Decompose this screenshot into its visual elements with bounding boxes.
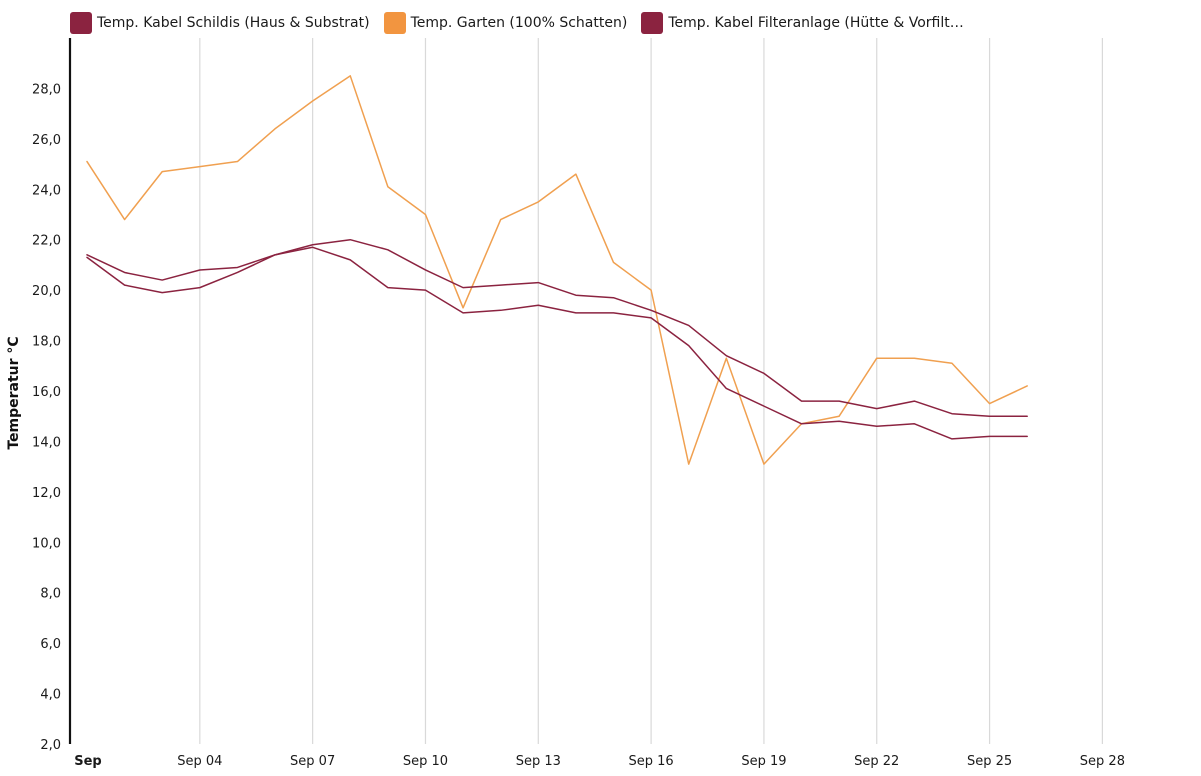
y-tick-label: 28,0 (32, 82, 61, 97)
legend-label-kabel-schildis: Temp. Kabel Schildis (Haus & Substrat) (97, 15, 370, 31)
y-tick-label: 24,0 (32, 183, 61, 198)
axes: Sep Sep 04 Sep 07 Sep 10 Sep 13 Sep 16 Sep 19 S… (6, 38, 1125, 769)
series-line-2 (86, 246, 1028, 440)
x-tick-label: Sep 28 (1080, 754, 1125, 769)
y-tick-label: 26,0 (32, 133, 61, 148)
legend-item-kabel-filteranlage[interactable]: Temp. Kabel Filteranlage (Hütte & Vorfil… (641, 12, 964, 34)
x-tick-label: Sep (74, 754, 102, 769)
legend-swatch-kabel-filteranlage (641, 12, 664, 34)
y-tick-label: 6,0 (40, 637, 61, 652)
legend-label-garten: Temp. Garten (100% Schatten) (410, 15, 628, 31)
x-tick-label: Sep 16 (629, 754, 674, 769)
legend-item-kabel-schildis[interactable]: Temp. Kabel Schildis (Haus & Substrat) (70, 12, 370, 34)
legend-swatch-kabel-schildis (70, 12, 92, 34)
y-tick-label: 10,0 (32, 536, 61, 551)
series-line-0 (86, 238, 1028, 417)
x-tick-label: Sep 25 (967, 754, 1012, 769)
y-tick-label: 18,0 (32, 335, 61, 350)
y-tick-label: 14,0 (32, 435, 61, 450)
x-tick-label: Sep 07 (290, 754, 335, 769)
y-tick-label: 12,0 (32, 486, 61, 501)
legend-item-garten[interactable]: Temp. Garten (100% Schatten) (383, 12, 628, 34)
y-tick-label: 8,0 (40, 587, 61, 602)
x-tick-label: Sep 19 (741, 754, 786, 769)
y-tick-label: 22,0 (32, 234, 61, 249)
y-axis-title: Temperatur °C (6, 336, 22, 449)
legend-swatch-garten (383, 12, 406, 34)
y-tick-label: 4,0 (40, 688, 61, 703)
series-line-1 (86, 75, 1028, 465)
chart-legend: Temp. Kabel Schildis (Haus & Substrat) T… (70, 11, 978, 35)
x-tick-label: Sep 04 (177, 754, 222, 769)
y-tick-label: 16,0 (32, 385, 61, 400)
x-tick-label: Sep 10 (403, 754, 448, 769)
x-tick-label: Sep 22 (854, 754, 899, 769)
series-lines (86, 75, 1028, 465)
grid-lines (199, 38, 1103, 744)
y-tick-label: 20,0 (32, 284, 61, 299)
x-tick-label: Sep 13 (516, 754, 561, 769)
y-tick-label: 2,0 (40, 738, 61, 753)
